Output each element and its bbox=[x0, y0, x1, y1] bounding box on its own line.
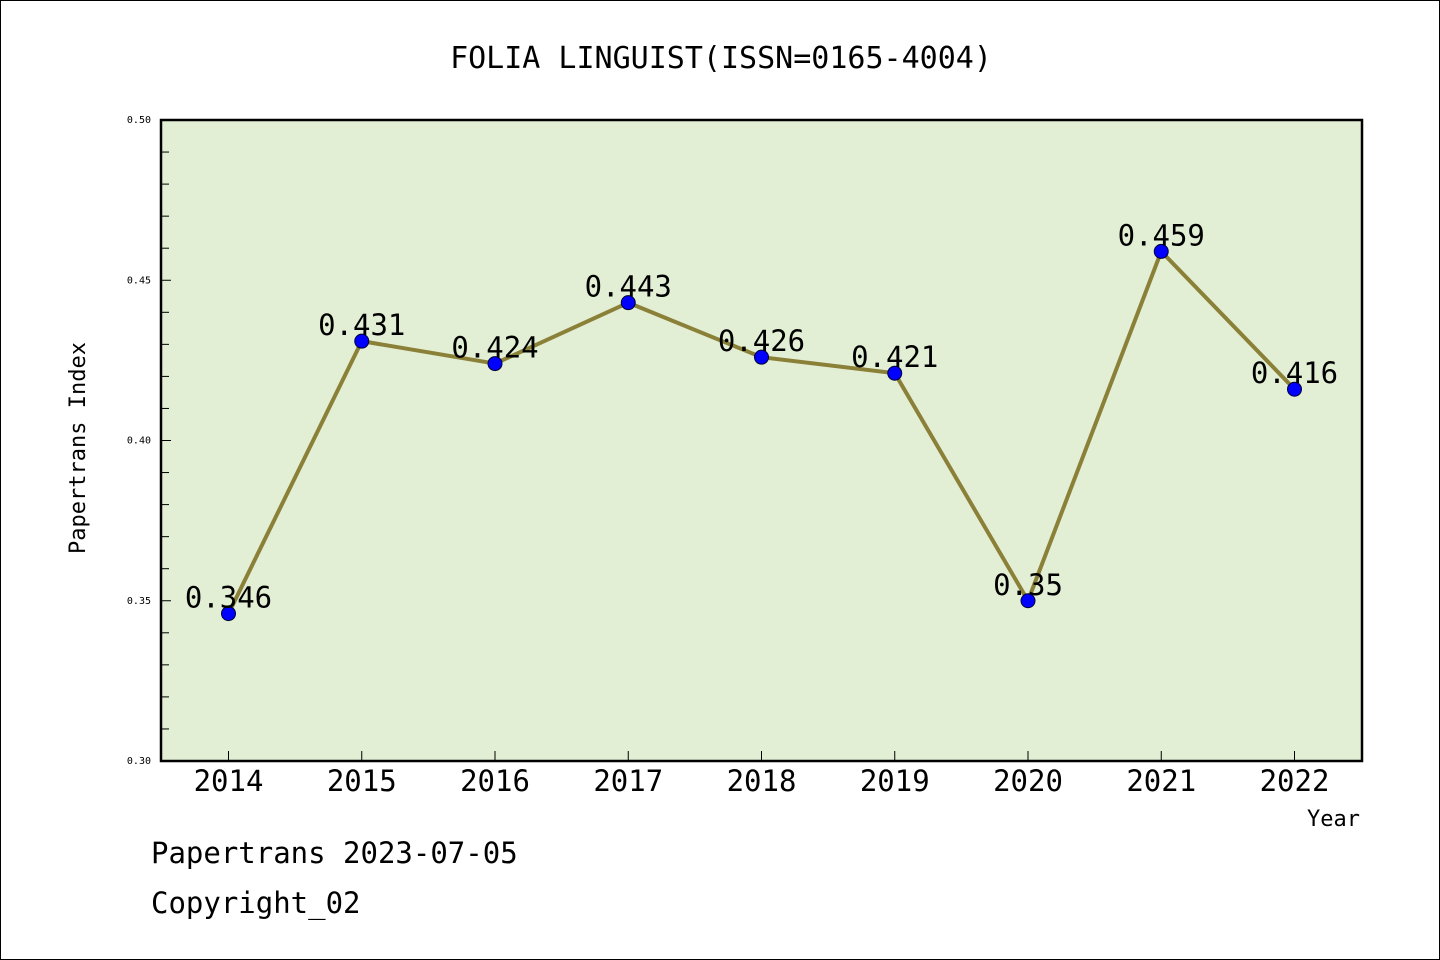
data-point bbox=[1287, 381, 1302, 397]
data-label: 0.426 bbox=[718, 324, 805, 358]
data-label: 0.346 bbox=[185, 581, 272, 615]
data-point bbox=[354, 333, 370, 349]
y-tick-label: 0.30 bbox=[127, 756, 151, 767]
y-tick-label: 0.40 bbox=[127, 436, 151, 447]
x-tick-label: 2019 bbox=[860, 764, 930, 798]
data-point bbox=[754, 349, 769, 365]
data-label: 0.424 bbox=[451, 331, 538, 365]
data-point bbox=[887, 365, 903, 381]
y-axis: 0.30 0.35 0.40 0.45 0.50 bbox=[127, 115, 171, 767]
x-tick-label: 2018 bbox=[727, 764, 797, 798]
x-tick-label: 2017 bbox=[593, 764, 663, 798]
data-label: 0.459 bbox=[1118, 218, 1205, 252]
x-tick-label: 2020 bbox=[993, 764, 1063, 798]
y-tick-label: 0.45 bbox=[127, 275, 151, 286]
data-label: 0.443 bbox=[585, 270, 672, 304]
footer-date: Papertrans 2023-07-05 bbox=[151, 836, 518, 870]
data-point bbox=[1020, 593, 1036, 609]
data-label: 0.421 bbox=[851, 340, 938, 374]
x-axis-label: Year bbox=[1307, 807, 1360, 832]
data-series: 0.346 0.431 0.424 0.443 0.426 0.421 0.35 0.459 0… bbox=[185, 218, 1338, 622]
data-label: 0.416 bbox=[1251, 356, 1338, 390]
data-label: 0.35 bbox=[993, 568, 1063, 602]
x-tick-label: 2022 bbox=[1260, 764, 1330, 798]
data-point bbox=[221, 606, 236, 622]
plot-area bbox=[159, 118, 1364, 763]
data-point bbox=[620, 295, 636, 311]
x-tick-label: 2021 bbox=[1126, 764, 1196, 798]
y-tick-label: 0.50 bbox=[127, 115, 151, 126]
data-point bbox=[487, 356, 503, 372]
x-axis: 2014 2015 2016 2017 2018 2019 2020 2021 2022 bbox=[194, 751, 1330, 798]
x-tick-label: 2016 bbox=[460, 764, 530, 798]
data-point bbox=[1153, 243, 1169, 259]
x-tick-label: 2014 bbox=[194, 764, 264, 798]
footer-copyright: Copyright_02 bbox=[151, 886, 361, 920]
x-tick-label: 2015 bbox=[327, 764, 397, 798]
y-axis-label: Papertrans Index bbox=[66, 342, 91, 554]
data-label: 0.431 bbox=[318, 308, 405, 342]
y-tick-label: 0.35 bbox=[127, 596, 151, 607]
chart-title: FOLIA LINGUIST(ISSN=0165-4004) bbox=[450, 41, 992, 76]
